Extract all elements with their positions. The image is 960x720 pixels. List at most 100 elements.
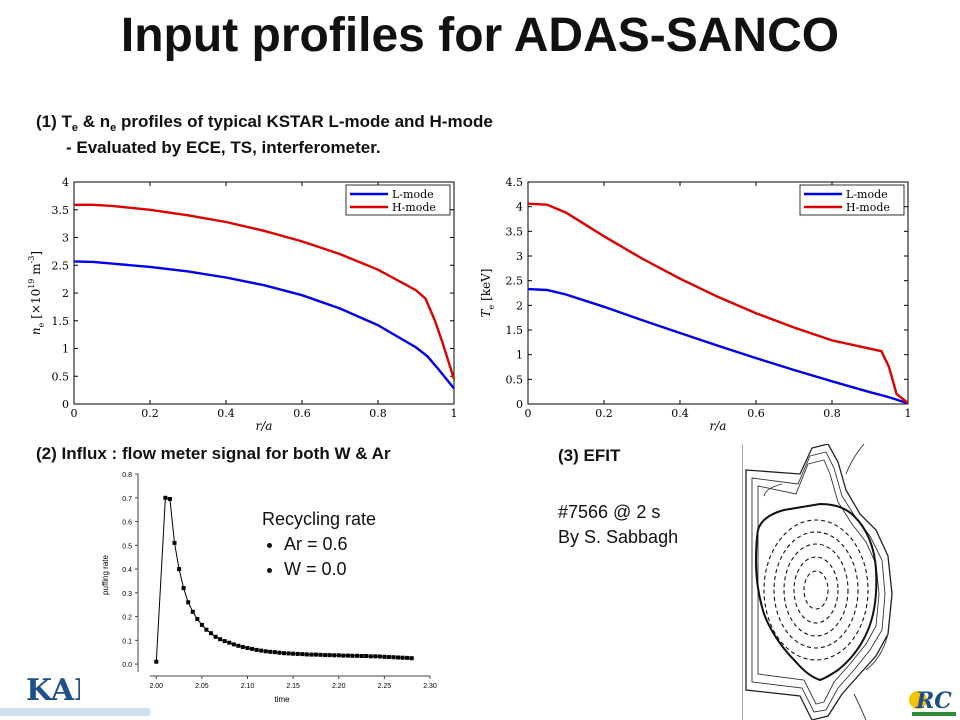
section1-subline: - Evaluated by ECE, TS, interferometer. — [66, 138, 381, 157]
y-tick-label: 3 — [516, 250, 523, 263]
efit-author: By S. Sabbagh — [558, 527, 679, 547]
puffing-data-point — [377, 654, 382, 659]
y-tick-label: 3 — [62, 232, 69, 245]
efit-info: #7566 @ 2 s By S. Sabbagh — [558, 500, 678, 550]
x-tick-label: 0.6 — [293, 407, 311, 420]
x-tick-label: 2.05 — [195, 683, 209, 690]
section1-mid: & n — [78, 112, 111, 131]
legend-box — [345, 184, 451, 216]
puffing-data-point — [195, 617, 200, 621]
x-tick-label: 0.8 — [823, 407, 841, 420]
y-tick-label: 0.8 — [122, 472, 132, 479]
y-tick-label: 0.7 — [122, 496, 132, 503]
puffing-data-point — [313, 652, 318, 657]
puffing-data-point — [341, 653, 346, 658]
x-axis-label: time — [274, 695, 290, 702]
x-tick-label: 2.30 — [423, 683, 437, 690]
research-center-logo: RC — [908, 674, 960, 720]
puffing-data-point — [227, 640, 232, 645]
puffing-data-point — [154, 659, 159, 664]
puffing-rate-chart: 0.0 0.1 0.2 0.3 0.4 0.5 0.6 0.7 0.8 2.00 2.05 2.10 2… — [101, 472, 437, 702]
puffing-data-point — [409, 656, 414, 661]
x-tick-label: 0.4 — [217, 407, 235, 420]
x-tick-label: 2.15 — [286, 683, 300, 690]
y-tick-label: 1 — [516, 349, 523, 362]
puffing-data-point — [336, 653, 341, 658]
puffing-data-point — [373, 654, 378, 659]
puffing-data-point — [250, 646, 255, 651]
efit-shot: #7566 @ 2 s — [558, 502, 661, 522]
puffing-data-point — [396, 655, 401, 660]
y-tick-label: 1.5 — [506, 324, 524, 337]
puffing-data-point — [291, 651, 296, 656]
y-tick-label: 2 — [516, 299, 523, 312]
legend-entry: H-mode — [392, 201, 436, 214]
puffing-data-point — [204, 627, 209, 632]
y-tick-label: 3.5 — [52, 204, 70, 217]
y-tick-label: 2.5 — [506, 275, 524, 288]
y-tick-label: 3.5 — [506, 225, 524, 238]
puffing-data-point — [405, 655, 410, 660]
puffing-data-point — [213, 634, 218, 639]
plot-area — [527, 181, 909, 405]
recycling-list: Ar = 0.6 W = 0.0 — [262, 532, 376, 582]
y-tick-label: 2 — [62, 287, 69, 300]
puffing-data-point — [186, 600, 191, 605]
puffing-data-point — [190, 609, 195, 614]
x-axis-label: r/a — [710, 419, 727, 433]
y-tick-label: 4 — [62, 176, 69, 189]
x-tick-label: 0 — [525, 407, 532, 420]
y-tick-label: 4.5 — [506, 176, 524, 189]
x-axis-label: r/a — [256, 419, 273, 433]
puffing-data-point — [268, 649, 273, 654]
x-tick-label: 1 — [451, 407, 458, 420]
puffing-data-point — [245, 646, 250, 650]
puffing-data-point — [282, 651, 286, 656]
y-tick-label: 0 — [516, 398, 523, 411]
research-center-logo-text: RC — [915, 688, 952, 714]
puffing-data-point — [231, 642, 236, 647]
y-tick-label: 0.0 — [122, 662, 132, 669]
puffing-data-point — [300, 652, 305, 657]
puffing-data-point — [277, 650, 282, 655]
y-axis-label: ne [×1019 m-3] — [28, 251, 46, 335]
puffing-data-point — [295, 651, 300, 656]
puffing-data-point — [391, 655, 396, 660]
section1-prefix: (1) T — [36, 112, 72, 131]
plot-area — [73, 181, 455, 405]
puffing-data-point — [382, 654, 387, 659]
y-axis-label: Te [keV] — [479, 269, 496, 318]
y-tick-label: 0.2 — [122, 615, 132, 622]
series-line-h-mode — [527, 202, 909, 404]
series-line-h-mode — [74, 203, 456, 380]
te-profile-chart: 0 0.2 0.4 0.6 0.8 1 0 0.5 1 1.5 2 2.5 3 3.5 4 4.5 L-mode… — [479, 176, 912, 433]
puffing-data-point — [318, 652, 323, 657]
puffing-data-point — [345, 653, 350, 658]
recycling-item-w: W = 0.0 — [284, 557, 376, 582]
y-tick-label: 4 — [516, 201, 523, 214]
y-tick-label: 1 — [62, 343, 69, 356]
series-line-l-mode — [527, 287, 909, 405]
y-tick-label: 2.5 — [52, 259, 70, 272]
section1-heading: (1) Te & ne profiles of typical KSTAR L-… — [36, 112, 493, 134]
puffing-data-point — [272, 650, 277, 655]
x-tick-label: 2.20 — [332, 683, 346, 690]
puffing-data-point — [209, 631, 213, 636]
x-tick-label: 0.2 — [595, 407, 613, 420]
puffing-data-point — [222, 639, 227, 644]
legend-entry: H-mode — [846, 201, 890, 214]
puffing-data-point — [355, 653, 359, 658]
puffing-data-point — [263, 649, 268, 654]
y-tick-label: 0.5 — [52, 370, 70, 383]
legend-box — [799, 184, 905, 216]
puffing-data-point — [177, 567, 182, 572]
section2-heading: (2) Influx : flow meter signal for both … — [36, 444, 391, 463]
y-tick-label: 0 — [62, 398, 69, 411]
puffing-data-point — [236, 643, 241, 648]
x-tick-label: 0.2 — [141, 407, 159, 420]
puffing-data-point — [172, 540, 177, 545]
puffing-data-point — [240, 645, 245, 649]
slide-title: Input profiles for ADAS-SANCO — [120, 9, 840, 62]
y-tick-label: 0.5 — [122, 543, 132, 550]
puffing-data-point — [167, 497, 172, 501]
